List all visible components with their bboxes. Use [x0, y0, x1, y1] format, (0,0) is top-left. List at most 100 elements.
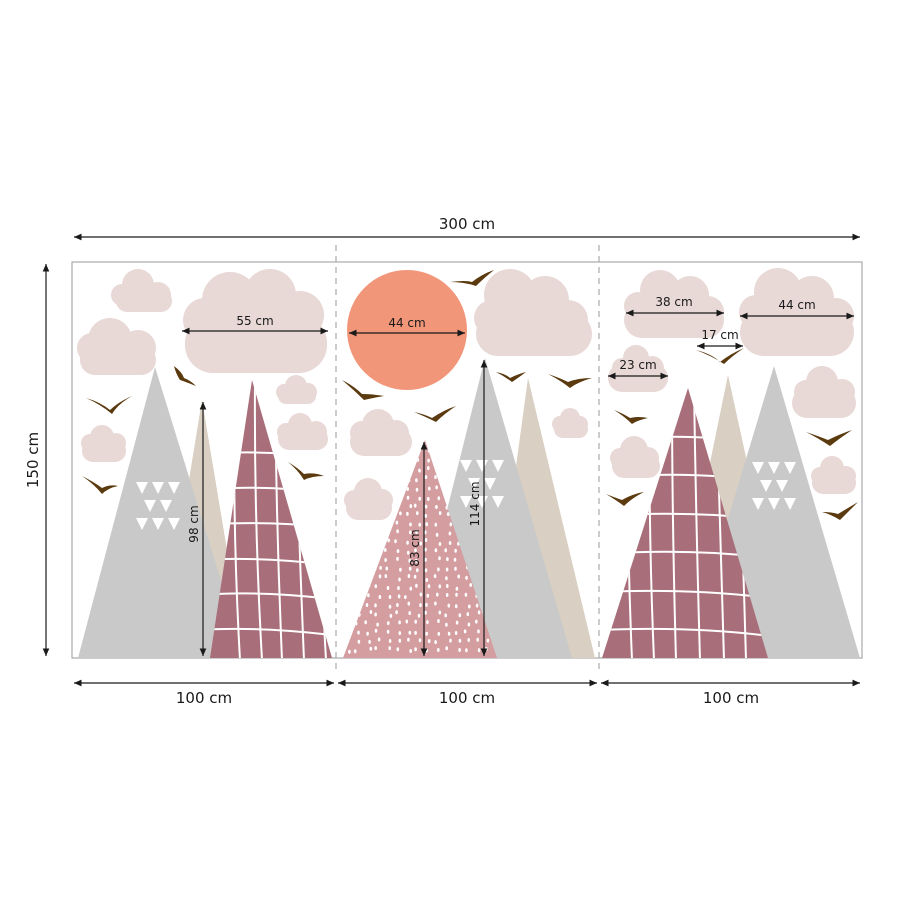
dot: [376, 622, 379, 627]
dot: [419, 603, 422, 608]
dot: [427, 497, 430, 501]
dot: [398, 620, 401, 625]
dot: [467, 622, 471, 627]
dot: [404, 595, 407, 600]
bird: [806, 430, 852, 446]
dot: [374, 584, 378, 589]
dot: [379, 565, 382, 570]
dot: [396, 603, 399, 607]
dot: [448, 531, 452, 536]
dot: [434, 548, 438, 553]
dot: [465, 648, 468, 653]
dot: [418, 468, 421, 473]
dot: [378, 595, 382, 599]
dot: [485, 647, 488, 651]
total-width-label: 300 cm: [439, 215, 495, 233]
bird: [174, 366, 196, 386]
dot: [384, 574, 388, 579]
dot: [427, 466, 430, 471]
dot: [387, 621, 390, 626]
dot: [387, 538, 391, 543]
bird: [82, 476, 118, 494]
dot: [386, 586, 390, 590]
dot: [476, 637, 480, 642]
dot: [409, 504, 413, 509]
dot: [437, 631, 441, 636]
cloud: [81, 425, 126, 462]
right-panel: [602, 268, 860, 658]
dot: [399, 567, 402, 572]
dot: [467, 638, 471, 642]
mountain-98-height-label: 98 cm: [187, 505, 201, 542]
dot: [407, 574, 411, 578]
dot: [444, 548, 448, 553]
total-height-label: 150 cm: [24, 432, 42, 488]
triangle-pattern: [136, 482, 180, 530]
dot: [408, 611, 412, 616]
dot: [469, 583, 473, 587]
dot: [378, 574, 382, 579]
dot: [428, 486, 431, 491]
dot: [426, 620, 429, 625]
cloud-17-width-label: 17 cm: [701, 328, 738, 342]
dot: [385, 566, 389, 571]
dot: [399, 511, 402, 516]
dot: [388, 646, 392, 651]
dot: [406, 540, 409, 545]
dot: [424, 538, 428, 542]
dot: [396, 556, 399, 561]
dot: [406, 495, 410, 500]
dot: [425, 522, 429, 527]
dot: [406, 550, 410, 555]
dot: [416, 511, 419, 516]
dot: [397, 594, 401, 599]
dot: [388, 595, 392, 599]
dot: [424, 513, 428, 518]
left-panel: [77, 269, 332, 658]
dot: [353, 649, 357, 654]
dot: [444, 613, 448, 618]
dot: [477, 648, 481, 653]
dot: [445, 622, 448, 627]
dot: [416, 568, 419, 573]
dot: [454, 604, 458, 609]
dot: [415, 478, 418, 483]
dot: [414, 558, 418, 563]
dot: [438, 511, 442, 516]
dot: [395, 520, 399, 525]
cloud: [552, 408, 588, 438]
dot: [394, 539, 397, 544]
dot: [419, 592, 423, 597]
bird: [288, 462, 324, 480]
dot: [437, 619, 440, 623]
bird: [342, 380, 384, 400]
dot: [398, 638, 402, 643]
dot: [424, 568, 428, 573]
dot: [418, 522, 422, 527]
cloud-38-width-label: 38 cm: [655, 295, 692, 309]
dot: [445, 567, 449, 572]
dot: [374, 603, 377, 608]
dot: [455, 620, 459, 625]
bird: [548, 374, 592, 388]
cloud: [350, 409, 412, 456]
cloud: [277, 413, 328, 450]
dot: [374, 646, 378, 651]
dot: [468, 604, 471, 609]
dot: [435, 532, 439, 537]
dot: [368, 639, 371, 644]
dot: [409, 649, 413, 653]
dot: [396, 529, 399, 534]
dot: [437, 496, 441, 501]
dot: [398, 631, 402, 636]
dot: [409, 586, 413, 591]
dot: [486, 638, 490, 643]
dot: [405, 619, 409, 624]
dot: [408, 566, 412, 571]
dot: [414, 619, 418, 624]
dot: [367, 593, 370, 598]
dot: [454, 566, 457, 571]
dot: [466, 612, 470, 617]
dot: [475, 619, 478, 624]
dot: [406, 511, 409, 516]
